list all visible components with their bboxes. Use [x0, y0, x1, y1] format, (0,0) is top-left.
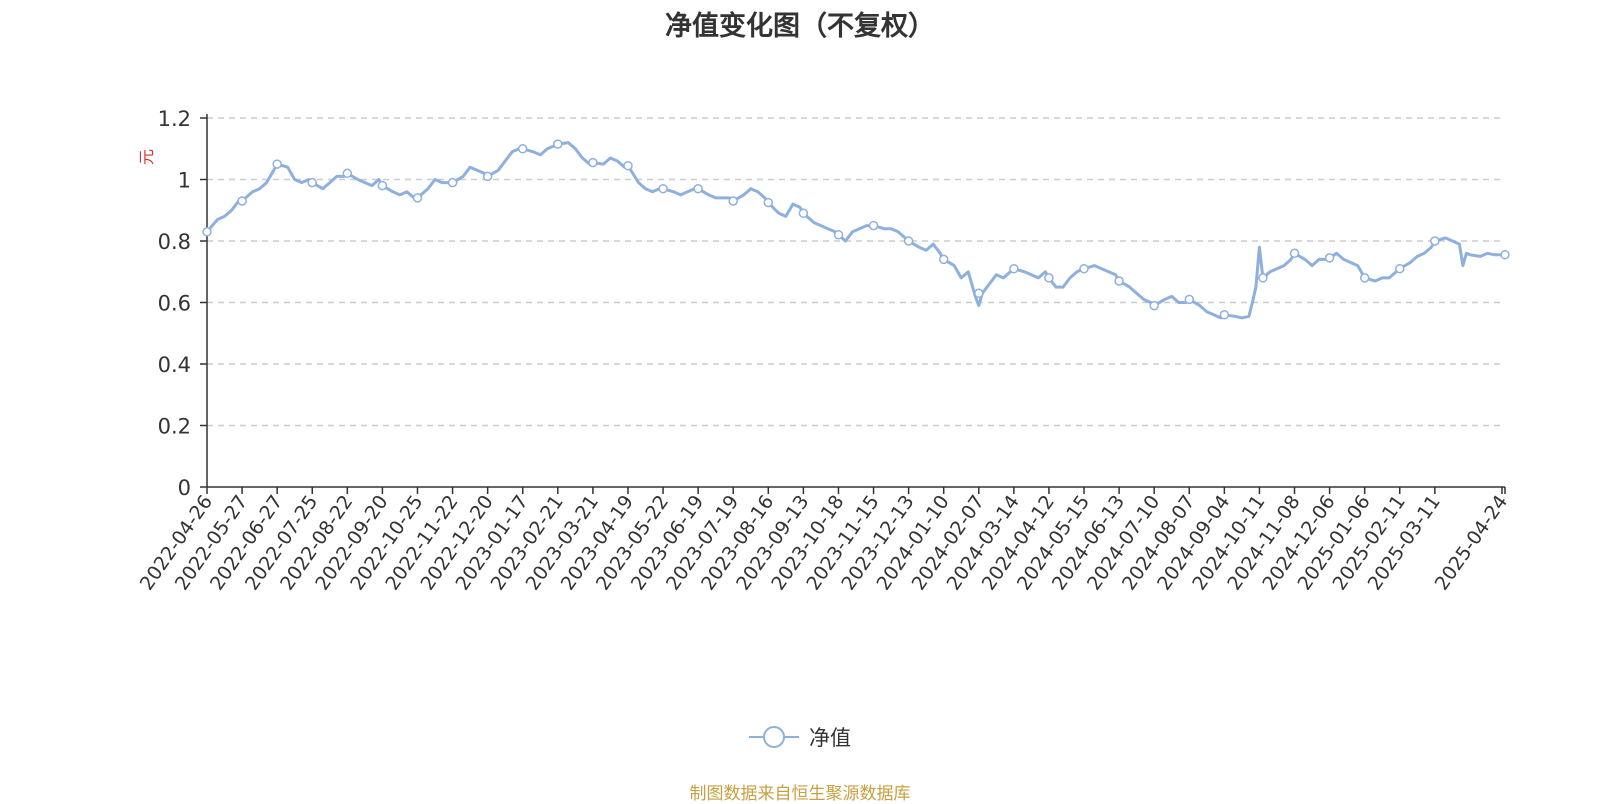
data-point: [763, 197, 774, 208]
data-point: [658, 183, 668, 194]
y-tick-label: 1: [178, 169, 191, 193]
data-point: [1359, 273, 1370, 283]
source-note: 制图数据来自恒生聚源数据库: [689, 784, 911, 804]
data-point: [272, 159, 282, 169]
data-point: [482, 171, 493, 182]
series-layer: [205, 141, 1507, 320]
data-point: [1324, 253, 1335, 263]
series-line: [205, 141, 1507, 320]
data-point: [938, 254, 949, 265]
legend-line-marker-icon: [749, 726, 799, 748]
data-point: [237, 196, 247, 206]
legend[interactable]: 净值: [0, 722, 1600, 754]
data-point: [1395, 263, 1405, 274]
data-point: [623, 160, 633, 171]
data-point: [517, 144, 528, 154]
data-point: [693, 183, 703, 194]
data-point: [1079, 263, 1089, 274]
y-tick-label: 0.6: [158, 292, 191, 316]
data-point: [588, 157, 598, 168]
data-point: [342, 168, 353, 179]
data-point: [447, 177, 458, 188]
data-point: [1149, 300, 1159, 311]
data-point: [412, 193, 423, 203]
data-point: [377, 180, 388, 191]
y-tick-label: 0.8: [158, 230, 191, 254]
data-point: [868, 220, 879, 231]
y-tick-label: 0.4: [158, 353, 191, 377]
data-point: [1289, 248, 1300, 259]
data-point: [974, 288, 984, 299]
y-axis-label: 元: [137, 149, 156, 165]
legend-label: 净值: [809, 726, 851, 750]
data-point: [553, 139, 563, 149]
data-point: [1219, 310, 1230, 320]
y-tick-label: 0: [178, 476, 191, 500]
data-point: [903, 236, 914, 246]
axes: 00.20.40.60.811.2元2022-04-262022-05-2720…: [136, 107, 1512, 594]
data-point: [1044, 273, 1054, 283]
data-point: [728, 196, 738, 206]
data-point: [1500, 250, 1510, 260]
y-tick-label: 1.2: [158, 107, 191, 131]
data-point: [833, 230, 844, 240]
data-point: [1184, 294, 1195, 305]
data-point: [798, 208, 809, 219]
data-point: [1009, 263, 1019, 274]
data-point: [1114, 276, 1124, 286]
grid-lines: [207, 117, 1505, 427]
data-point: [307, 177, 317, 188]
data-point: [202, 227, 212, 237]
data-point: [1258, 273, 1268, 283]
data-point: [1430, 236, 1440, 246]
chart-title: 净值变化图（不复权）: [665, 11, 935, 42]
y-tick-label: 0.2: [158, 415, 191, 439]
marker-layer: [202, 139, 1510, 320]
